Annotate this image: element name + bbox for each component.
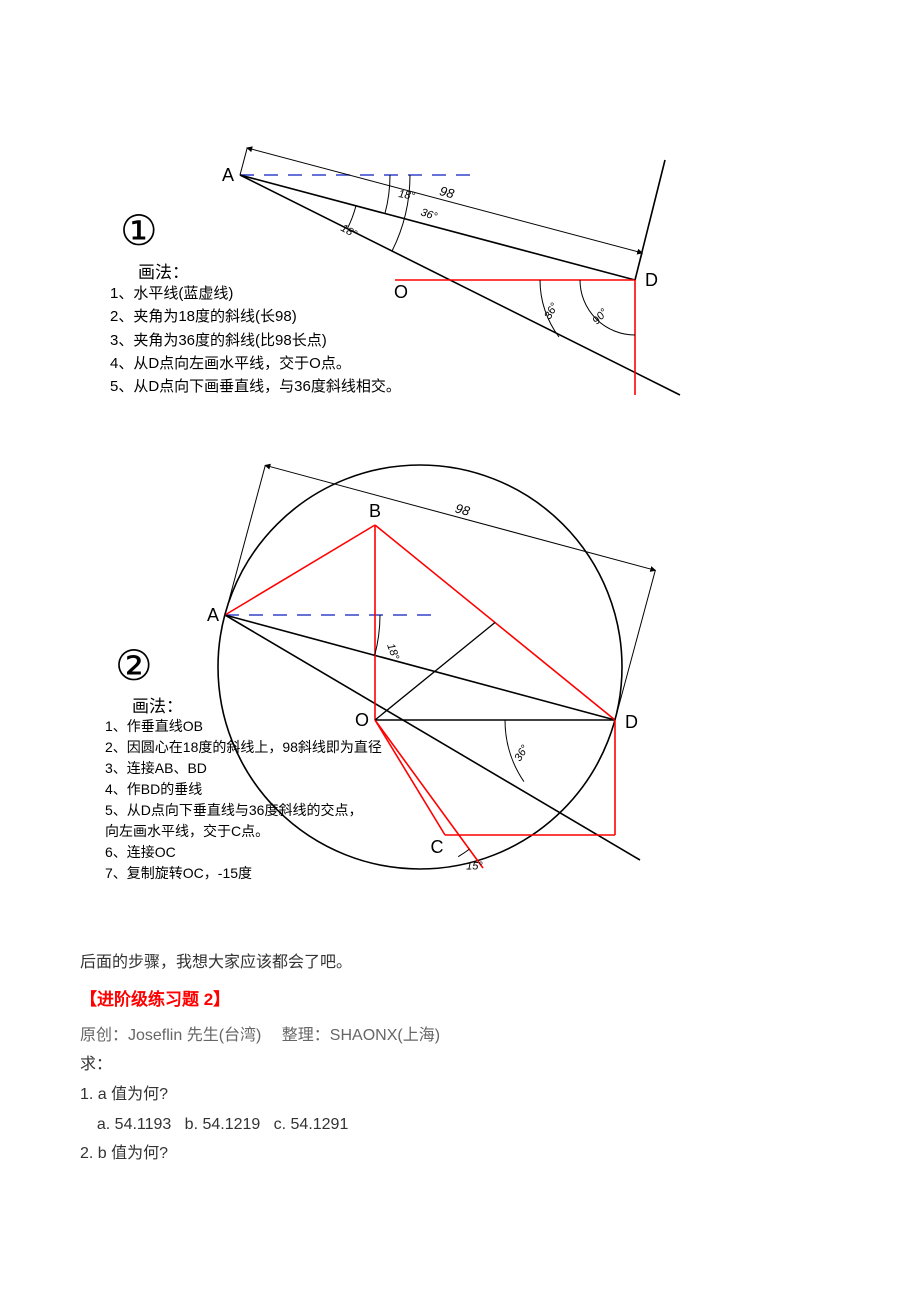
bottom-text: 后面的步骤，我想大家应该都会了吧。 【进阶级练习题 2】 原创：Joseflin… [0,950,920,1167]
step-2-4: 4、作BD的垂线 [105,779,382,800]
figure-1: 98 18° 18° 36° 36° 90° A O D ① 画法： 1、水平线… [0,0,920,440]
steps-2: 1、作垂直线OB 2、因圆心在18度的斜线上，98斜线即为直径 3、连接AB、B… [105,716,382,884]
svg-text:B: B [369,501,381,521]
step-2-5b: 向左画水平线，交于C点。 [105,821,382,842]
step-1-1: 1、水平线(蓝虚线) [110,282,401,305]
method-label-1: 画法： [138,258,189,283]
svg-text:36°: 36° [512,743,531,764]
step-2-5: 5、从D点向下垂直线与36度斜线的交点， [105,800,382,821]
svg-text:90°: 90° [590,306,610,327]
figure-number-2: ② [115,645,153,687]
step-2-6: 6、连接OC [105,842,382,863]
svg-text:A: A [207,605,219,625]
line-OC-rotated [375,720,483,868]
step-1-4: 4、从D点向左画水平线，交于O点。 [110,352,401,375]
svg-text:D: D [645,270,658,290]
step-2-1: 1、作垂直线OB [105,716,382,737]
svg-text:C: C [431,837,444,857]
line-18deg [240,175,635,280]
question-1: 1. a 值为何? [80,1082,840,1108]
line-AB [225,525,375,615]
after-note: 后面的步骤，我想大家应该都会了吧。 [80,950,840,976]
line-OC [375,720,445,835]
dimension-98: 98 [240,148,642,280]
svg-text:36°: 36° [419,206,439,223]
svg-text:A: A [222,165,234,185]
method-label-2: 画法： [132,692,183,717]
question-1-options: a. 54.1193 b. 54.1219 c. 54.1291 [80,1112,840,1138]
figure-number-1: ① [120,210,158,252]
page-root: 98 18° 18° 36° 36° 90° A O D ① 画法： 1、水平线… [0,0,920,1167]
step-1-2: 2、夹角为18度的斜线(长98) [110,305,401,328]
step-1-5: 5、从D点向下画垂直线，与36度斜线相交。 [110,375,401,398]
line-AD [225,615,615,720]
figure-2: 98 18° 36° 15° A B O D C ② 画法： 1、作垂直线OB … [0,440,920,920]
step-2-7: 7、复制旋转OC，-15度 [105,863,382,884]
question-2: 2. b 值为何? [80,1141,840,1167]
svg-text:18°: 18° [398,188,417,203]
dimension-98: 98 [225,465,655,720]
step-1-3: 3、夹角为36度的斜线(比98长点) [110,329,401,352]
svg-text:15°: 15° [466,861,483,873]
step-2-2: 2、因圆心在18度的斜线上，98斜线即为直径 [105,737,382,758]
svg-text:36°: 36° [542,301,561,322]
steps-1: 1、水平线(蓝虚线) 2、夹角为18度的斜线(长98) 3、夹角为36度的斜线(… [110,282,401,398]
section-title: 【进阶级练习题 2】 [80,986,840,1013]
question-label: 求： [80,1052,840,1078]
svg-text:D: D [625,712,638,732]
svg-text:98: 98 [438,183,457,201]
step-2-3: 3、连接AB、BD [105,758,382,779]
svg-text:98: 98 [454,500,473,518]
credit-line: 原创：Joseflin 先生(台湾) 整理：SHAONX(上海) [80,1023,840,1049]
line-BD-perp [375,623,495,721]
